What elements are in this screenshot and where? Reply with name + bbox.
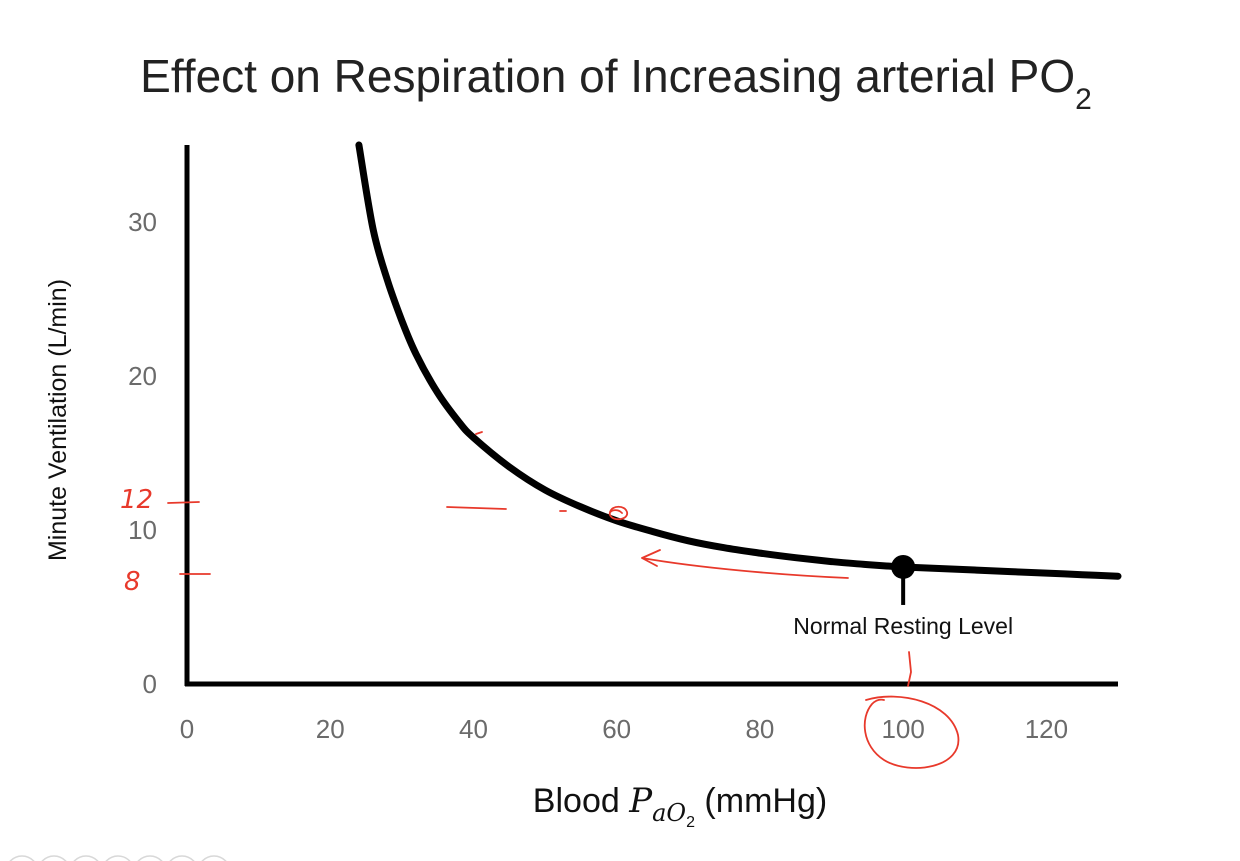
x-tick-label: 80 — [745, 714, 774, 744]
y-tick-label: 30 — [128, 207, 157, 237]
x-tick-label: 40 — [459, 714, 488, 744]
x-axis-label-subsubscript: 2 — [686, 814, 695, 831]
handwritten-annotations: 12 8 — [120, 431, 960, 769]
y-tick-labels: 0 10 20 30 — [128, 207, 157, 699]
x-tick-labels: 0 20 40 60 80 100 120 — [180, 714, 1068, 744]
x-axis-label-suffix: (mmHg) — [695, 782, 827, 820]
circle-100-ink — [863, 695, 960, 769]
marker-point — [891, 554, 916, 579]
dash-mark-1 — [446, 506, 507, 510]
y-tick-label: 10 — [128, 515, 157, 545]
axes — [184, 145, 1118, 687]
handwritten-8: 8 — [124, 567, 141, 597]
arrow-ink — [641, 549, 849, 579]
chart-title-main: Effect on Respiration of Increasing arte… — [140, 50, 1075, 102]
x-axis-label-symbol: P — [628, 781, 653, 821]
y-axis-label: Minute Ventilation (L/min) — [44, 279, 72, 561]
pointer-line — [907, 651, 912, 687]
handwritten-12: 12 — [120, 485, 153, 515]
tiny-mark — [475, 431, 483, 435]
x-tick-label: 100 — [881, 714, 924, 744]
x-axis-label-subscript: aO — [652, 799, 686, 827]
resting-marker: Normal Resting Level — [793, 554, 1013, 639]
marker-label: Normal Resting Level — [793, 613, 1013, 639]
series-line — [355, 141, 1122, 580]
x-tick-label: 120 — [1025, 714, 1068, 744]
player-control-hints — [9, 855, 227, 861]
chart-title-subscript: 2 — [1075, 83, 1092, 116]
tick-dash-12 — [167, 501, 200, 504]
chart-title: Effect on Respiration of Increasing arte… — [140, 50, 1092, 116]
x-tick-label: 60 — [602, 714, 631, 744]
x-axis-label: Blood PaO2 (mmHg) — [533, 781, 827, 831]
x-tick-label: 0 — [180, 714, 194, 744]
y-tick-label: 20 — [128, 361, 157, 391]
x-axis-label-prefix: Blood — [533, 782, 629, 820]
circled-point-ink — [608, 505, 628, 521]
y-tick-label: 0 — [143, 669, 157, 699]
x-tick-label: 20 — [316, 714, 345, 744]
